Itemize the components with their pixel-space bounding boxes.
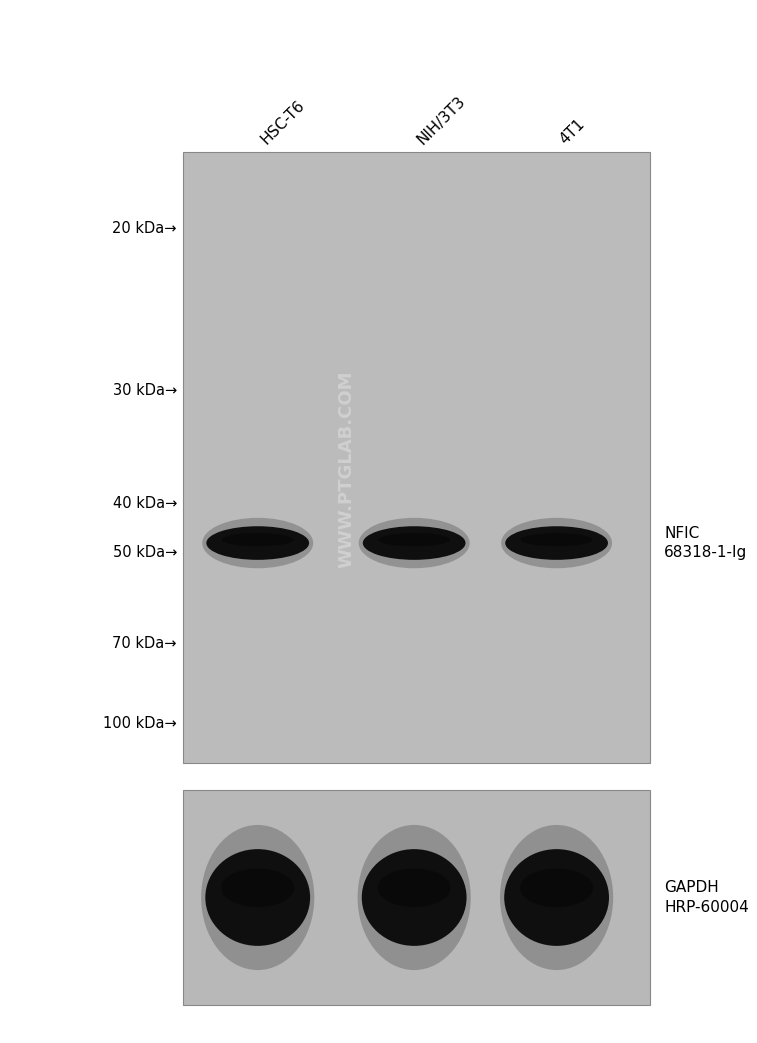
- Text: 40 kDa→: 40 kDa→: [113, 495, 177, 511]
- Ellipse shape: [521, 533, 593, 547]
- Ellipse shape: [205, 849, 310, 946]
- Ellipse shape: [363, 527, 466, 560]
- Text: 70 kDa→: 70 kDa→: [113, 636, 177, 652]
- Text: 20 kDa→: 20 kDa→: [113, 221, 177, 236]
- Ellipse shape: [501, 517, 612, 568]
- Text: 50 kDa→: 50 kDa→: [113, 544, 177, 560]
- Ellipse shape: [202, 517, 313, 568]
- Text: HSC-T6: HSC-T6: [257, 97, 307, 147]
- Ellipse shape: [207, 527, 309, 560]
- FancyBboxPatch shape: [183, 790, 650, 1005]
- Text: 100 kDa→: 100 kDa→: [103, 715, 177, 731]
- Text: 4T1: 4T1: [556, 116, 587, 147]
- Ellipse shape: [221, 869, 294, 907]
- Ellipse shape: [505, 527, 608, 560]
- FancyBboxPatch shape: [183, 152, 650, 763]
- Ellipse shape: [504, 849, 609, 946]
- Text: 30 kDa→: 30 kDa→: [113, 383, 177, 397]
- Ellipse shape: [222, 533, 294, 547]
- Ellipse shape: [520, 869, 593, 907]
- Text: NFIC
68318-1-Ig: NFIC 68318-1-Ig: [664, 526, 747, 560]
- Text: NIH/3T3: NIH/3T3: [414, 93, 468, 147]
- Ellipse shape: [359, 517, 469, 568]
- Ellipse shape: [357, 825, 471, 970]
- Ellipse shape: [378, 533, 450, 547]
- Ellipse shape: [500, 825, 613, 970]
- Ellipse shape: [378, 869, 451, 907]
- Ellipse shape: [201, 825, 314, 970]
- Text: WWW.PTGLAB.COM: WWW.PTGLAB.COM: [338, 371, 356, 568]
- Text: GAPDH
HRP-60004: GAPDH HRP-60004: [664, 880, 749, 915]
- Ellipse shape: [362, 849, 466, 946]
